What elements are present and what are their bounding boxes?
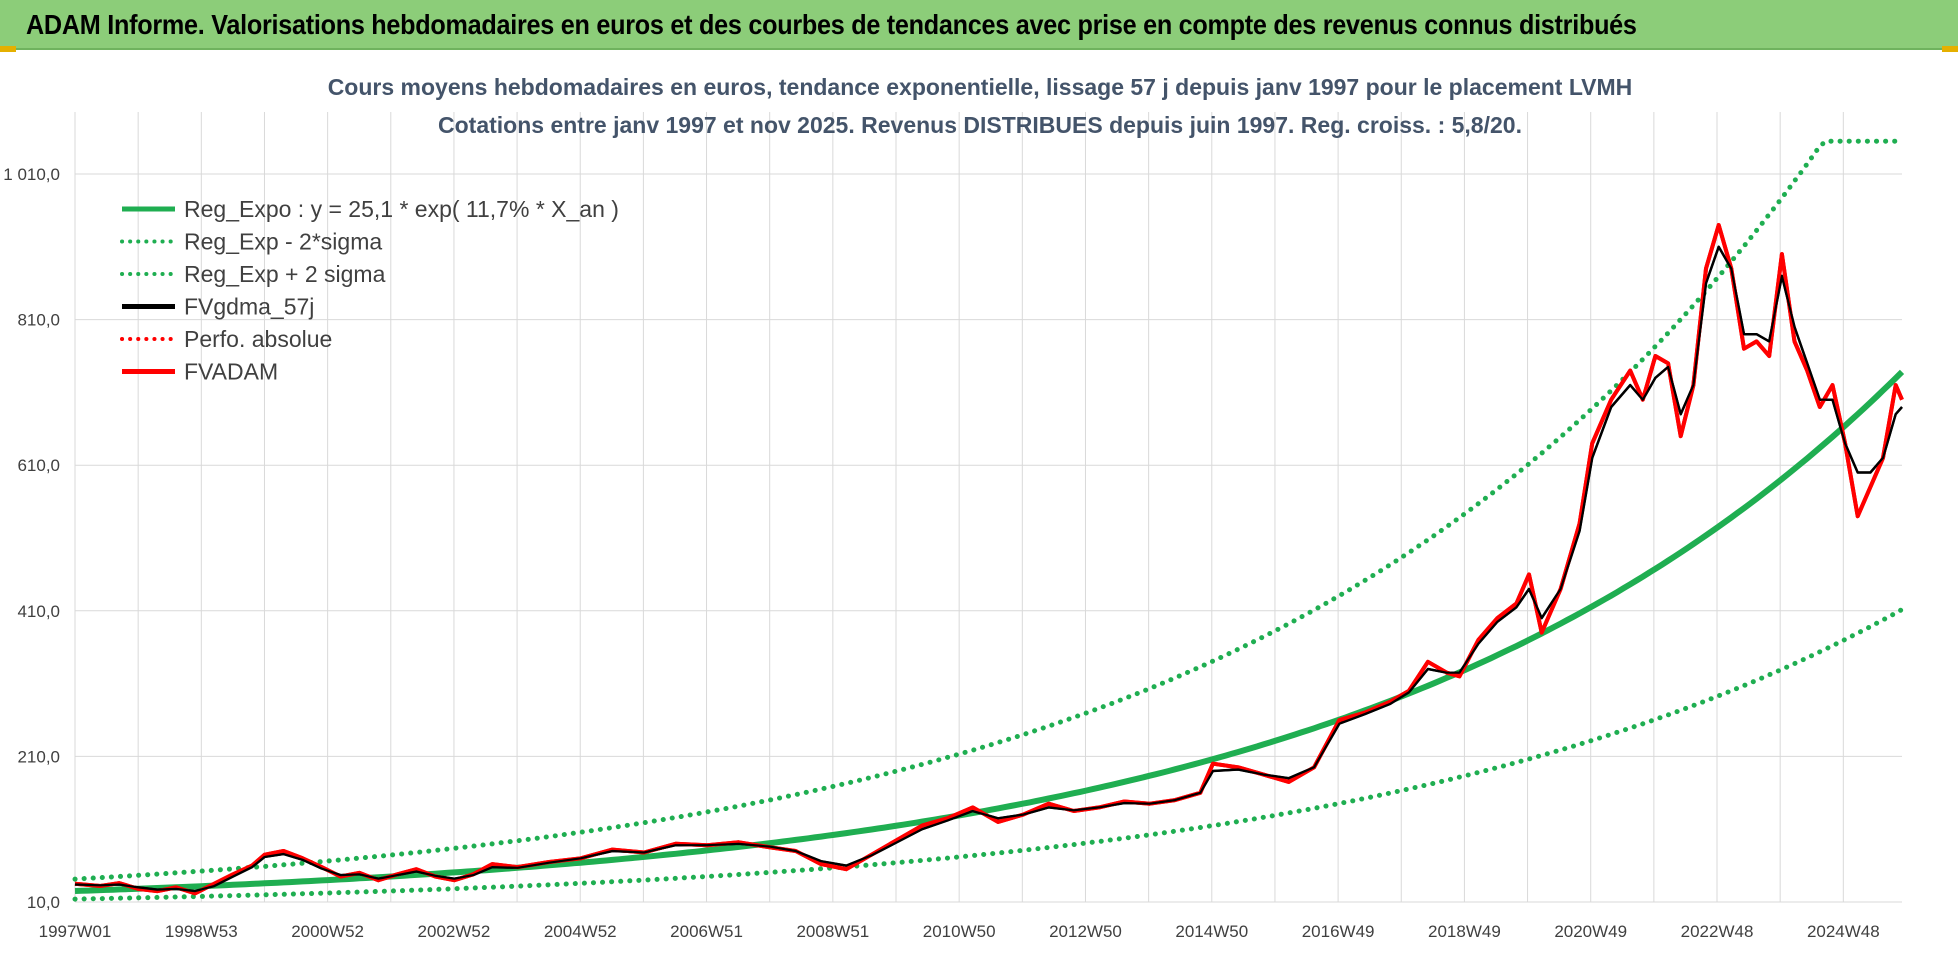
x-tick-label: 2024W48 <box>1807 922 1880 941</box>
legend: Reg_Expo : y = 25,1 * exp( 11,7% * X_an … <box>120 196 619 385</box>
header-bar: ADAM Informe. Valorisations hebdomadaire… <box>0 0 1958 50</box>
x-tick-label: 2000W52 <box>291 922 364 941</box>
gridlines <box>74 112 1902 903</box>
legend-label: Reg_Exp + 2 sigma <box>184 261 386 287</box>
legend-label: FVgdma_57j <box>184 294 314 320</box>
x-tick-label: 2002W52 <box>418 922 491 941</box>
y-tick-label: 810,0 <box>17 311 60 330</box>
fvgdma-line-top <box>74 245 1903 893</box>
y-tick-label: 610,0 <box>17 456 60 475</box>
x-tick-label: 1998W53 <box>165 922 238 941</box>
chart-title-line-2: Cotations entre janv 1997 et nov 2025. R… <box>438 112 1522 138</box>
x-tick-label: 2018W49 <box>1428 922 1501 941</box>
fvadam-line-under <box>74 223 1904 896</box>
page-title: ADAM Informe. Valorisations hebdomadaire… <box>26 9 1637 40</box>
x-tick-label: 2008W51 <box>796 922 869 941</box>
x-tick-label: 2014W50 <box>1175 922 1248 941</box>
x-tick-label: 2004W52 <box>544 922 617 941</box>
fvgdma-line <box>74 245 1903 893</box>
line-chart: Cours moyens hebdomadaires en euros, ten… <box>3 74 1905 941</box>
legend-item: FVgdma_57j <box>122 294 314 320</box>
x-tick-label: 2012W50 <box>1049 922 1122 941</box>
trend-band-line <box>72 607 1905 902</box>
x-tick-label: 2022W48 <box>1681 922 1754 941</box>
chart-title-line-1: Cours moyens hebdomadaires en euros, ten… <box>328 74 1633 100</box>
x-tick-label: 2020W49 <box>1554 922 1627 941</box>
fvadam-line <box>74 223 1904 896</box>
legend-label: Reg_Exp - 2*sigma <box>184 229 382 255</box>
y-tick-label: 1 010,0 <box>3 165 60 184</box>
y-tick-label: 10,0 <box>27 893 60 912</box>
legend-item: Reg_Exp + 2 sigma <box>120 261 386 287</box>
legend-item: Reg_Exp - 2*sigma <box>120 229 382 255</box>
legend-label: FVADAM <box>184 359 278 385</box>
corner-marker-right <box>1942 46 1958 52</box>
x-tick-label: 2006W51 <box>670 922 743 941</box>
y-tick-label: 210,0 <box>17 747 60 766</box>
x-tick-label: 2010W50 <box>923 922 996 941</box>
legend-item: Reg_Expo : y = 25,1 * exp( 11,7% * X_an … <box>122 196 619 222</box>
y-axis-ticks: 10,0 210,0 410,0 610,0 810,0 1 010,0 <box>3 165 60 912</box>
corner-marker-left <box>0 46 16 52</box>
legend-label: Reg_Expo : y = 25,1 * exp( 11,7% * X_an … <box>184 196 619 222</box>
legend-item: Perfo. absolue <box>120 326 332 352</box>
legend-item: FVADAM <box>122 359 278 385</box>
series <box>72 138 1905 902</box>
trend-line <box>74 369 1905 894</box>
x-axis-ticks: 1997W01 1998W53 2000W52 2002W52 2004W52 2006W… <box>39 922 1880 941</box>
trend-band-line <box>72 138 1905 882</box>
x-tick-label: 1997W01 <box>39 922 112 941</box>
y-tick-label: 410,0 <box>17 602 60 621</box>
x-tick-label: 2016W49 <box>1302 922 1375 941</box>
legend-label: Perfo. absolue <box>184 326 332 352</box>
